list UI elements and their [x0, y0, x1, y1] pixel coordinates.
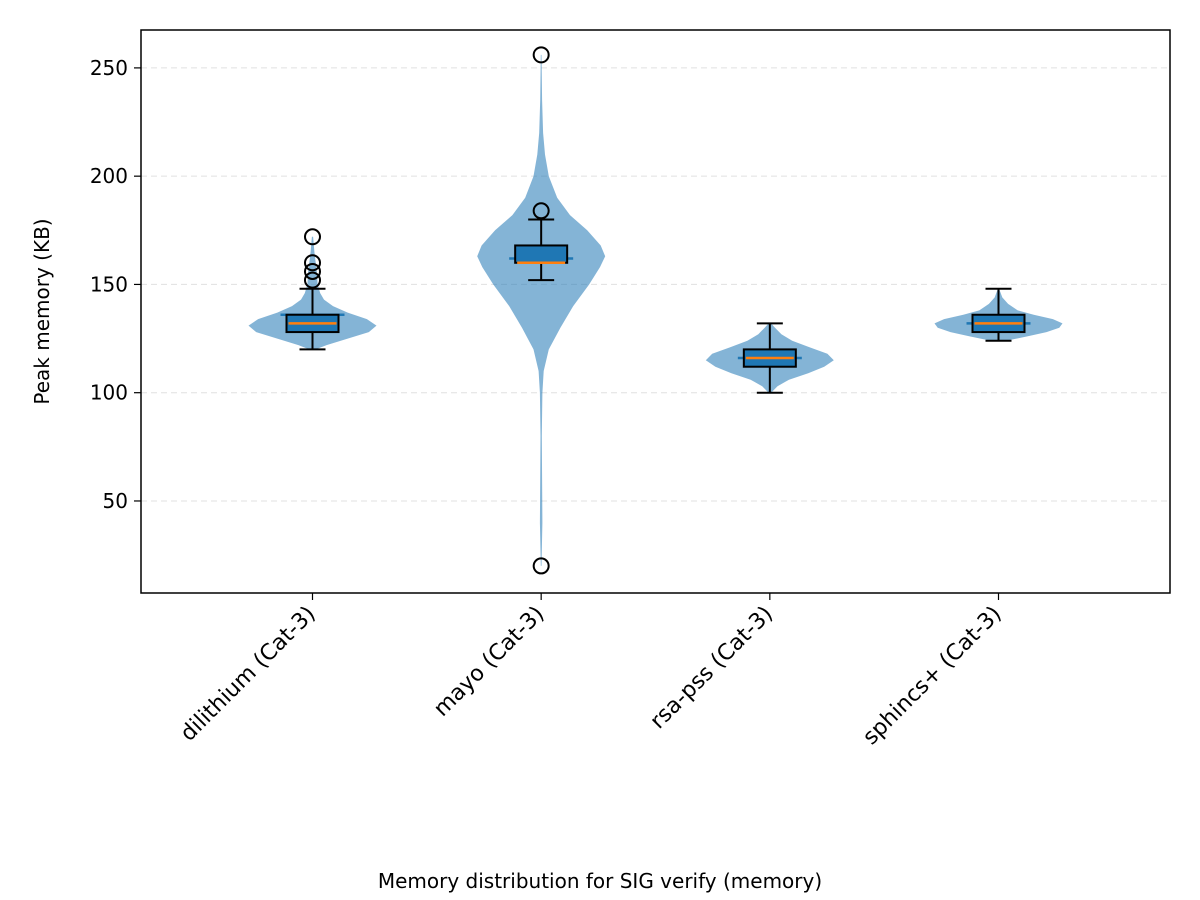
outlier-point — [304, 271, 321, 289]
grid-lines — [141, 67, 1170, 502]
y-tick-label: 150 — [90, 272, 128, 296]
x-tick-label: mayo (Cat-3) — [429, 602, 549, 722]
violins — [248, 54, 1063, 566]
box-iqr — [514, 244, 569, 264]
x-tick-label: dilithium (Cat-3) — [176, 602, 321, 747]
y-tick-label: 250 — [90, 56, 128, 80]
x-tick-label: sphincs+ (Cat-3) — [858, 602, 1006, 750]
outlier-point — [304, 228, 321, 246]
outlier-point — [532, 557, 550, 575]
boxplots — [285, 46, 1026, 575]
outlier-point — [304, 254, 321, 272]
y-tick-label: 100 — [90, 381, 128, 405]
y-axis-label: Peak memory (KB) — [30, 218, 54, 404]
x-axis-ticks: dilithium (Cat-3) mayo (Cat-3) rsa-pss (Ca… — [176, 593, 1007, 750]
y-tick-label: 50 — [103, 489, 128, 513]
y-axis-ticks: 50 100 150 200 250 — [90, 56, 141, 513]
plot-frame — [140, 29, 1171, 594]
outlier-point — [532, 202, 550, 220]
outlier-point — [304, 262, 321, 280]
x-tick-label: rsa-pss (Cat-3) — [646, 602, 779, 735]
chart-caption: Memory distribution for SIG verify (memo… — [378, 869, 822, 893]
outlier-point — [532, 46, 550, 64]
y-tick-label: 200 — [90, 164, 128, 188]
violin-body — [477, 54, 606, 566]
